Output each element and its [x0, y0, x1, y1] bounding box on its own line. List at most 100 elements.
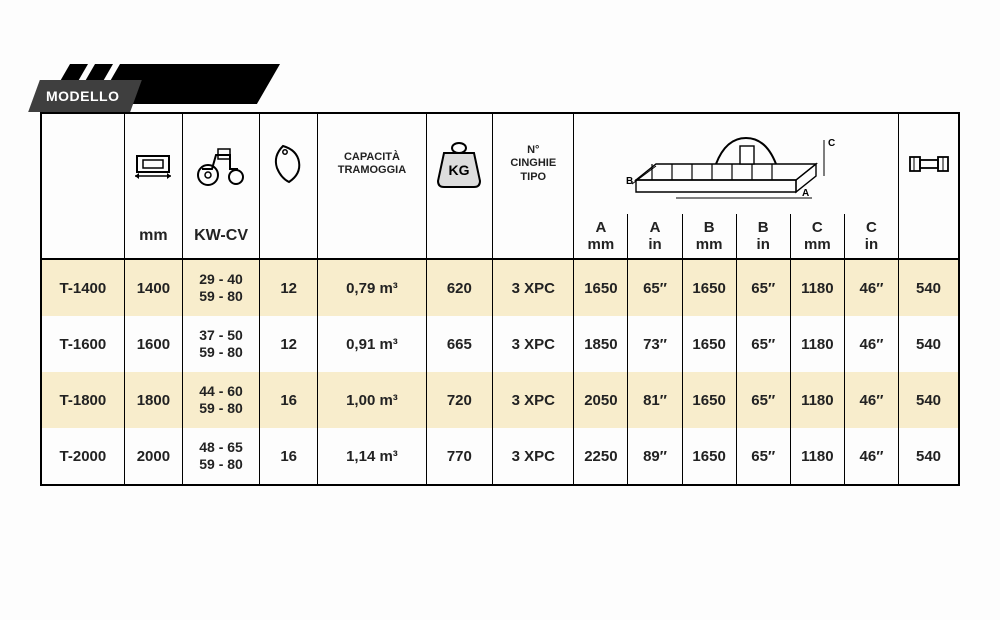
cell-B-mm: 1650 [682, 259, 736, 316]
unit-C-mm: Cmm [790, 214, 844, 259]
col-icon-model [41, 113, 124, 214]
cell-B-mm: 1650 [682, 372, 736, 428]
cell-kg: 620 [426, 259, 493, 316]
cell-capacity: 1,14 m³ [318, 428, 426, 485]
unit-A-in: Ain [628, 214, 682, 259]
cell-C-in: 46″ [844, 259, 898, 316]
col-label-capacity: CAPACITÀ TRAMOGGIA [318, 113, 426, 214]
cell-belts: 3 XPC [493, 259, 574, 316]
cell-C-mm: 1180 [790, 372, 844, 428]
cell-A-in: 65″ [628, 259, 682, 316]
cell-B-mm: 1650 [682, 316, 736, 372]
belts-label-line3: TIPO [520, 171, 546, 183]
unit-capacity [318, 214, 426, 259]
cell-blades: 12 [260, 316, 318, 372]
cell-kg: 770 [426, 428, 493, 485]
col-icon-width [124, 113, 182, 214]
header-bar: MODELLO [40, 70, 960, 112]
width-icon [131, 142, 175, 186]
cell-model: T-1600 [41, 316, 124, 372]
unit-C-in: Cin [844, 214, 898, 259]
table-row: T-1600 1600 37 - 5059 - 80 12 0,91 m³ 66… [41, 316, 959, 372]
cell-A-in: 81″ [628, 372, 682, 428]
cell-kw: 44 - 6059 - 80 [183, 372, 260, 428]
unit-B-in: Bin [736, 214, 790, 259]
col-label-belts: N° CINGHIE TIPO [493, 113, 574, 214]
cell-A-mm: 2050 [574, 372, 628, 428]
col-icon-tractor [183, 113, 260, 214]
cell-B-in: 65″ [736, 316, 790, 372]
unit-model [41, 214, 124, 259]
col-icon-weight: KG [426, 113, 493, 214]
col-icon-blade [260, 113, 318, 214]
unit-width: mm [124, 214, 182, 259]
cell-kg: 720 [426, 372, 493, 428]
cell-B-in: 65″ [736, 259, 790, 316]
table-body: T-1400 1400 29 - 4059 - 80 12 0,79 m³ 62… [41, 259, 959, 485]
pto-shaft-icon [906, 147, 952, 181]
svg-text:B: B [626, 176, 633, 187]
table-row: T-1800 1800 44 - 6059 - 80 16 1,00 m³ 72… [41, 372, 959, 428]
cell-A-in: 89″ [628, 428, 682, 485]
cell-capacity: 0,91 m³ [318, 316, 426, 372]
cell-B-in: 65″ [736, 428, 790, 485]
capacity-label-line2: TRAMOGGIA [338, 164, 406, 176]
spec-table: CAPACITÀ TRAMOGGIA KG N° CINGHIE T [40, 112, 960, 486]
cell-blades: 12 [260, 259, 318, 316]
cell-pto: 540 [899, 316, 959, 372]
unit-power: KW-CV [183, 214, 260, 259]
col-icon-dimensions: A B C [574, 113, 899, 214]
table-row: T-1400 1400 29 - 4059 - 80 12 0,79 m³ 62… [41, 259, 959, 316]
cell-B-in: 65″ [736, 372, 790, 428]
cell-A-mm: 2250 [574, 428, 628, 485]
unit-A-mm: Amm [574, 214, 628, 259]
capacity-label-line1: CAPACITÀ [344, 151, 400, 163]
cell-model: T-1400 [41, 259, 124, 316]
machine-dimensions-icon: A B C [616, 124, 856, 204]
cell-mm: 1600 [124, 316, 182, 372]
unit-blades [260, 214, 318, 259]
cell-pto: 540 [899, 259, 959, 316]
unit-belts [493, 214, 574, 259]
cell-C-mm: 1180 [790, 428, 844, 485]
cell-A-mm: 1650 [574, 259, 628, 316]
cell-mm: 2000 [124, 428, 182, 485]
cell-capacity: 1,00 m³ [318, 372, 426, 428]
cell-belts: 3 XPC [493, 316, 574, 372]
svg-text:C: C [828, 138, 835, 149]
table-row: T-2000 2000 48 - 6559 - 80 16 1,14 m³ 77… [41, 428, 959, 485]
weight-kg-icon: KG [434, 139, 484, 189]
cell-kg: 665 [426, 316, 493, 372]
belts-label-line2: CINGHIE [510, 157, 556, 169]
cell-mm: 1800 [124, 372, 182, 428]
cell-A-in: 73″ [628, 316, 682, 372]
unit-B-mm: Bmm [682, 214, 736, 259]
cell-kw: 29 - 4059 - 80 [183, 259, 260, 316]
cell-belts: 3 XPC [493, 372, 574, 428]
svg-text:A: A [802, 188, 809, 199]
cell-capacity: 0,79 m³ [318, 259, 426, 316]
cell-kw: 48 - 6559 - 80 [183, 428, 260, 485]
cell-kw: 37 - 5059 - 80 [183, 316, 260, 372]
cell-pto: 540 [899, 428, 959, 485]
model-label: MODELLO [28, 80, 141, 112]
cell-blades: 16 [260, 372, 318, 428]
cell-mm: 1400 [124, 259, 182, 316]
cell-C-mm: 1180 [790, 316, 844, 372]
cell-C-in: 46″ [844, 316, 898, 372]
cell-model: T-2000 [41, 428, 124, 485]
cell-model: T-1800 [41, 372, 124, 428]
cell-C-in: 46″ [844, 428, 898, 485]
cell-blades: 16 [260, 428, 318, 485]
belts-label-line1: N° [527, 144, 539, 156]
cell-B-mm: 1650 [682, 428, 736, 485]
col-icon-pto [899, 113, 959, 214]
blade-icon [269, 140, 309, 188]
svg-text:KG: KG [449, 162, 470, 178]
cell-belts: 3 XPC [493, 428, 574, 485]
cell-C-mm: 1180 [790, 259, 844, 316]
cell-pto: 540 [899, 372, 959, 428]
unit-weight [426, 214, 493, 259]
tractor-icon [192, 139, 250, 189]
cell-C-in: 46″ [844, 372, 898, 428]
